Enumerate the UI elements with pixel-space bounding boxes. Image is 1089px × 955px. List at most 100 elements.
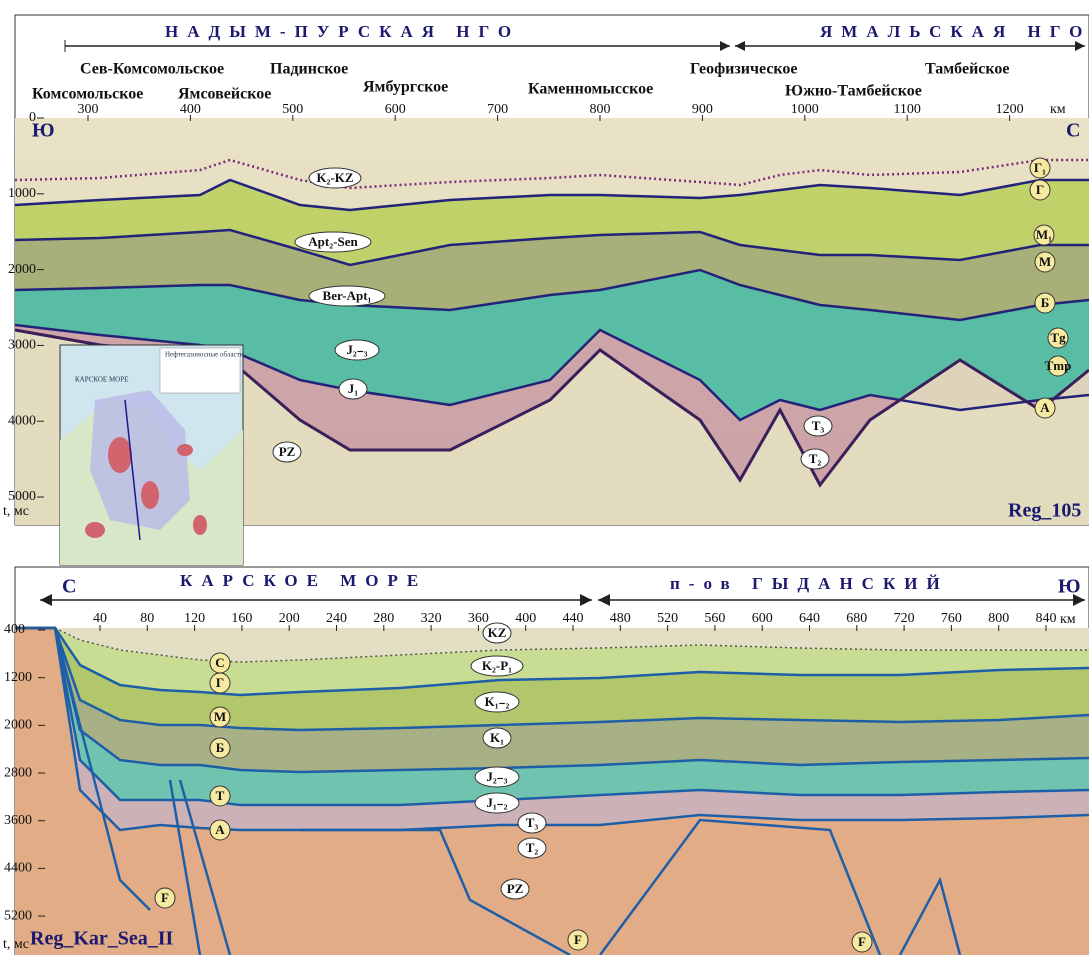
y-tick-label: 1000 xyxy=(8,186,36,201)
horizon-label: T₂ xyxy=(526,840,539,855)
x-tick-label: 1000 xyxy=(791,102,819,117)
inset-map: Нефтегазоносные области КАРСКОЕ МОРЕ xyxy=(59,344,244,566)
layer xyxy=(15,628,1089,955)
horizon-line xyxy=(15,627,1089,663)
x-tick-label: 600 xyxy=(385,102,406,117)
layer xyxy=(15,230,1089,320)
horizon-label: T₂ xyxy=(809,451,822,466)
label-badge xyxy=(272,441,302,463)
y-tick-label: 2800 xyxy=(4,765,32,780)
direction: С xyxy=(62,576,76,598)
horizon-label: Г xyxy=(216,675,224,690)
y-tick-label: 3000 xyxy=(8,338,36,353)
x-tick-label: 400 xyxy=(515,611,536,626)
horizon-label: М₁ xyxy=(1036,227,1052,242)
horizon-line xyxy=(168,779,202,955)
horizon-label: J₂₋₃ xyxy=(486,769,507,784)
label-badge xyxy=(800,448,830,470)
x-tick-label: 300 xyxy=(78,102,99,117)
horizon-line xyxy=(15,626,1089,732)
horizon-label: Tmp xyxy=(1045,358,1072,373)
x-tick-label: 480 xyxy=(610,611,631,626)
top-section: НАДЫМ-ПУРСКАЯ НГО ЯМАЛЬСКАЯ НГО Сев-Комс… xyxy=(3,14,1089,566)
field-name: Ямсовейское xyxy=(178,86,271,103)
y-tick-label: 3600 xyxy=(4,813,32,828)
map-legend xyxy=(159,347,241,394)
y-tick-label: 5200 xyxy=(4,908,32,923)
label-badge xyxy=(154,887,176,909)
y-unit: t, мс xyxy=(3,937,29,952)
label-badge xyxy=(334,339,380,361)
horizon-line xyxy=(14,268,1089,322)
direction: Ю xyxy=(32,120,55,142)
x-tick-label: 840 xyxy=(1036,611,1057,626)
field-name: Южно-Тамбейское xyxy=(785,83,922,100)
horizon-label: T₃ xyxy=(526,815,539,830)
horizon-line xyxy=(300,828,571,955)
arrow-head xyxy=(1075,41,1085,51)
horizon-label: С xyxy=(215,655,224,670)
x-tick-label: 360 xyxy=(468,611,489,626)
arrow-head xyxy=(580,594,592,606)
label-badge xyxy=(308,167,362,189)
field-name: Сев-Комсомольское xyxy=(80,61,224,78)
y-tick-label: 0 xyxy=(29,110,36,125)
profile-name: Reg_Kar_Sea_II xyxy=(30,928,174,950)
region-title: ЯМАЛЬСКАЯ НГО xyxy=(820,22,1089,41)
arrow-head xyxy=(720,41,730,51)
map-field xyxy=(85,522,105,538)
x-tick-label: 760 xyxy=(941,611,962,626)
horizon-label: F xyxy=(161,890,169,905)
y-tick-label: 1200 xyxy=(4,670,32,685)
label-badge xyxy=(1047,355,1069,377)
x-unit: км xyxy=(1060,612,1076,627)
layer xyxy=(15,180,1089,265)
y-unit: t, мс xyxy=(3,504,29,519)
label-badge xyxy=(474,766,520,788)
label-badge xyxy=(338,378,368,400)
horizon-label: Apt₂-Sen xyxy=(308,234,358,249)
horizon-line xyxy=(898,876,962,955)
horizon-label: Tg xyxy=(1050,330,1066,345)
label-badge xyxy=(567,929,589,951)
horizon-label: J₂₋₃ xyxy=(346,342,367,357)
layer xyxy=(15,270,1089,420)
profile-line xyxy=(124,399,141,541)
profile-name: Reg_105 xyxy=(1008,500,1081,522)
horizon-label: KZ xyxy=(488,625,507,640)
horizon-label: Г₁ xyxy=(1034,160,1046,175)
direction: С xyxy=(1066,120,1080,142)
label-badge xyxy=(209,737,231,759)
horizon-label: А xyxy=(215,822,225,837)
bottom-layers xyxy=(15,626,1089,955)
horizon-label: Т xyxy=(216,788,225,803)
horizon-label: PZ xyxy=(507,881,524,896)
x-tick-label: 400 xyxy=(180,102,201,117)
x-tick-label: 800 xyxy=(988,611,1009,626)
layer xyxy=(15,330,1089,525)
top-layers xyxy=(14,158,1089,525)
field-name: Комсомольское xyxy=(32,86,143,103)
layer xyxy=(15,628,1089,772)
label-badge xyxy=(1047,327,1069,349)
x-tick-label: 120 xyxy=(184,611,205,626)
label-badge xyxy=(803,415,833,437)
horizon-label: Б xyxy=(216,740,225,755)
label-badge xyxy=(482,622,512,644)
horizon-label: F xyxy=(858,934,866,949)
horizon-line xyxy=(178,779,232,955)
y-tick-label: 2000 xyxy=(4,718,32,733)
label-badge xyxy=(474,691,520,713)
arrow-head xyxy=(1073,594,1085,606)
horizon-label: J₁₋₂ xyxy=(486,795,507,810)
y-tick-label: 4000 xyxy=(8,413,36,428)
arrow-head xyxy=(735,41,745,51)
label-badge xyxy=(209,672,231,694)
label-badge xyxy=(209,819,231,841)
layer xyxy=(15,325,1089,485)
x-unit: км xyxy=(1050,102,1066,117)
horizon-line xyxy=(15,626,1089,697)
label-badge xyxy=(517,837,547,859)
map-field xyxy=(141,481,159,509)
